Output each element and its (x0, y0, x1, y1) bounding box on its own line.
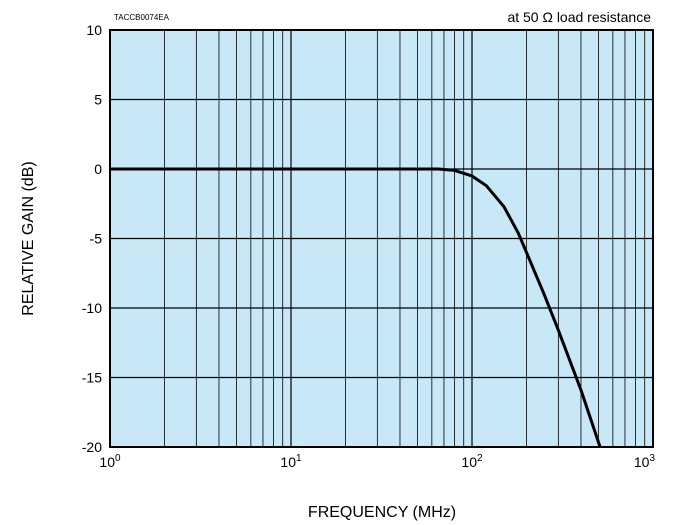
y-axis-title: RELATIVE GAIN (dB) (20, 161, 37, 315)
y-tick-label: -15 (82, 370, 102, 386)
y-tick-label: 5 (94, 92, 102, 108)
x-tick-label: 102 (461, 453, 483, 470)
x-axis-title: FREQUENCY (MHz) (308, 504, 456, 521)
x-tick-label: 100 (99, 453, 121, 470)
condition-annotation: at 50 Ω load resistance (507, 9, 651, 25)
x-tick-labels: 100 101 102 103 (99, 453, 655, 470)
x-tick-label: 103 (634, 453, 656, 470)
y-tick-label: -5 (90, 231, 103, 247)
y-tick-label: -20 (82, 439, 102, 455)
plot-frame (109, 29, 654, 448)
y-tick-label: 0 (94, 161, 102, 177)
figure-code: TACCB0074EA (114, 13, 170, 22)
y-tick-label: 10 (86, 22, 102, 38)
y-tick-label: -10 (82, 300, 102, 316)
x-tick-label: 101 (280, 453, 302, 470)
y-tick-labels: 10 5 0 -5 -10 -15 -20 (82, 22, 102, 455)
series-layer (110, 167, 602, 448)
gain-curve (110, 167, 602, 448)
